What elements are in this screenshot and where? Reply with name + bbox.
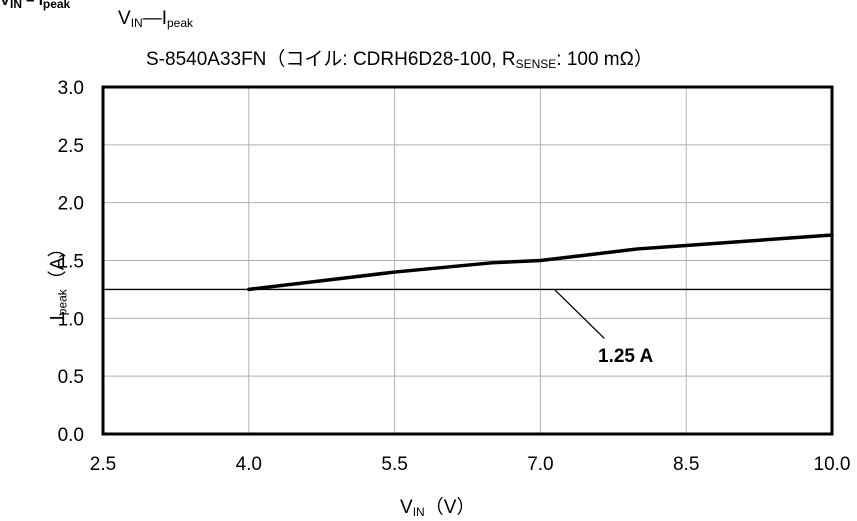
y-tick-label: 0.5 — [58, 367, 84, 388]
y-tick-label: 0.0 — [58, 425, 84, 446]
clipped-header-title: VIN – Ipeak — [0, 0, 71, 11]
x-tick-label: 5.5 — [381, 454, 407, 475]
x-tick-label: 10.0 — [814, 454, 851, 475]
reference-line-group: 1.25 A — [103, 288, 832, 367]
y-tick-label: 1.0 — [58, 309, 84, 330]
chart-title: VIN—Ipeak — [118, 8, 193, 30]
x-tick-label: 4.0 — [236, 454, 262, 475]
chart-subtitle: S-8540A33FN（コイル: CDRH6D28-100, RSENSE: 1… — [146, 49, 653, 71]
annotation-leader-line — [553, 288, 605, 339]
y-tick-label: 3.0 — [58, 78, 84, 99]
tick-labels: 2.5 4.0 5.5 7.0 8.5 10.0 0.0 0.5 1.0 1.5 2.0 2.5 3.0 — [58, 78, 851, 475]
x-tick-label: 8.5 — [673, 454, 699, 475]
y-tick-label: 2.0 — [58, 194, 84, 215]
reference-line-label: 1.25 A — [598, 346, 654, 367]
y-tick-label: 2.5 — [58, 136, 84, 157]
x-axis-label: VIN（V） — [400, 497, 476, 519]
x-tick-label: 2.5 — [90, 454, 116, 475]
x-tick-label: 7.0 — [527, 454, 553, 475]
plot-frame — [101, 85, 834, 436]
grid-lines — [102, 86, 833, 435]
y-tick-label: 1.5 — [58, 252, 84, 273]
